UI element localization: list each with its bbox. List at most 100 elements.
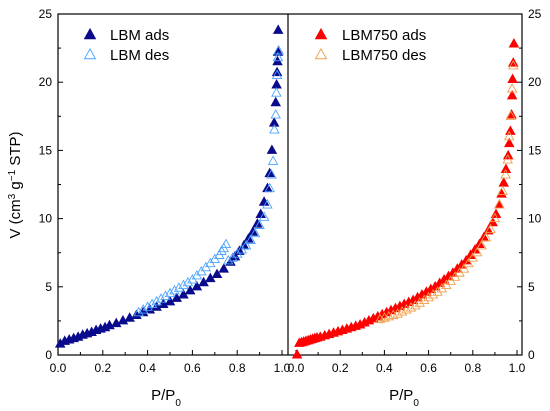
- point-lbm750-0-43: [460, 254, 472, 265]
- point-lbm-1-24: [205, 257, 216, 268]
- x-tick-label-p0-0: 0.0: [50, 361, 67, 375]
- legend-marker-lbm750-des: [314, 47, 328, 60]
- point-lbm750-1-9: [485, 223, 496, 234]
- point-lbm-0-15: [131, 309, 142, 319]
- legend-left: LBM ads LBM des: [83, 27, 169, 64]
- point-lbm-1-31: [173, 282, 185, 292]
- legend-right: LBM750 ads LBM750 des: [314, 27, 426, 64]
- point-lbm750-1-7: [494, 199, 505, 209]
- y-tick-label-right-2: 10: [528, 212, 542, 226]
- y-tick-label-left-5: 25: [39, 7, 53, 21]
- point-lbm750-1-27: [405, 301, 417, 312]
- point-lbm-1-18: [222, 254, 234, 265]
- point-lbm-1-22: [214, 249, 225, 259]
- point-lbm750-1-34: [374, 313, 386, 324]
- x-tick-label-p1-3: 0.6: [420, 361, 437, 375]
- point-lbm-1-33: [164, 287, 176, 298]
- plot-frame: [57, 13, 523, 356]
- x-axis-label-left: P/P0: [151, 387, 181, 409]
- y-tick-label-right-4: 20: [528, 75, 542, 89]
- point-lbm750-1-6: [497, 185, 508, 195]
- x-tick-label-p0-2: 0.4: [139, 361, 156, 375]
- point-lbm750-1-21: [432, 286, 443, 296]
- y-tick-label-right-3: 15: [528, 143, 542, 157]
- y-tick-label-right-5: 25: [528, 7, 542, 21]
- point-lbm-0-30: [229, 250, 241, 261]
- point-lbm-1-39: [137, 304, 149, 314]
- point-lbm750-1-20: [436, 282, 448, 293]
- point-lbm750-1-2: [505, 110, 517, 120]
- point-lbm-1-35: [155, 293, 167, 303]
- y-axis-label: V (cm3 g−1 STP): [7, 132, 25, 239]
- point-lbm-1-29: [182, 276, 194, 287]
- point-lbm750-1-14: [463, 257, 474, 268]
- point-lbm750-1-3: [504, 130, 515, 141]
- point-lbm-1-17: [227, 252, 238, 262]
- point-lbm750-1-23: [423, 291, 434, 302]
- point-lbm-1-19: [220, 238, 232, 249]
- point-lbm-1-10: [258, 211, 270, 221]
- point-lbm-1-7: [266, 169, 277, 179]
- point-lbm750-1-8: [489, 212, 501, 223]
- point-lbm-1-37: [146, 298, 158, 309]
- y-tick-label-right-0: 0: [528, 348, 535, 362]
- legend-label-lbm-des: LBM des: [110, 47, 169, 64]
- point-lbm-1-38: [142, 301, 153, 311]
- point-lbm750-0-54: [500, 163, 512, 174]
- legend-label-lbm-ads: LBM ads: [110, 27, 169, 44]
- point-lbm-0-34: [247, 226, 259, 236]
- point-lbm-0-43: [271, 78, 282, 89]
- point-lbm-0-14: [124, 312, 135, 322]
- point-lbm750-1-15: [458, 263, 470, 273]
- x-tick-label-p1-0: 0.0: [288, 361, 305, 375]
- series-lbm750-1: [374, 59, 519, 324]
- point-lbm-1-36: [151, 295, 162, 306]
- x-tick-label-p0-5: 1.0: [274, 361, 291, 375]
- point-lbm-1-12: [249, 227, 261, 238]
- point-lbm750-0-44: [465, 249, 476, 259]
- point-lbm-1-1: [272, 51, 284, 62]
- point-lbm-1-2: [271, 69, 283, 79]
- series-lbm750-0: [291, 38, 520, 359]
- x-tick-label-p0-3: 0.6: [184, 361, 201, 375]
- point-lbm-0-28: [218, 263, 230, 273]
- point-lbm750-1-26: [410, 299, 421, 310]
- series-lbm-1: [133, 44, 284, 317]
- point-lbm750-0-62: [508, 38, 520, 48]
- point-lbm750-1-30: [392, 308, 403, 318]
- point-lbm-0-19: [158, 298, 169, 309]
- point-lbm750-1-12: [471, 246, 483, 257]
- y-tick-label-left-0: 0: [45, 348, 52, 362]
- point-lbm-0-18: [151, 301, 162, 311]
- x-axis-label-right: P/P0: [389, 387, 419, 409]
- point-lbm-1-20: [218, 242, 230, 253]
- point-lbm-0-27: [211, 268, 223, 279]
- point-lbm-0-47: [272, 24, 284, 34]
- point-lbm-1-5: [269, 123, 280, 134]
- point-lbm750-1-16: [454, 267, 465, 277]
- point-lbm-0-35: [252, 218, 263, 228]
- y-tick-label-left-1: 5: [45, 280, 52, 294]
- legend-marker-lbm-des: [83, 47, 97, 60]
- point-lbm-1-16: [231, 248, 243, 258]
- point-lbm750-1-13: [467, 252, 479, 262]
- point-lbm-0-40: [266, 144, 278, 154]
- x-tick-label-p1-5: 1.0: [509, 361, 526, 375]
- point-lbm-1-34: [160, 290, 171, 300]
- point-lbm-1-32: [169, 284, 180, 295]
- point-lbm-1-11: [254, 219, 265, 229]
- x-tick-label-p1-2: 0.4: [376, 361, 393, 375]
- point-lbm-1-3: [271, 87, 282, 97]
- point-lbm-0-36: [255, 208, 266, 219]
- tick-labels: 0.0 0.2 0.4 0.6 0.8 1.00.0 0.2 0.4 0.6 0.8 1.00 05 5…: [39, 7, 542, 375]
- point-lbm750-0-53: [498, 177, 510, 187]
- y-tick-label-left-2: 10: [39, 212, 53, 226]
- point-lbm-1-8: [264, 182, 275, 193]
- axis-ticks: [57, 13, 522, 356]
- point-lbm750-0-51: [494, 199, 505, 209]
- point-lbm750-1-24: [418, 294, 430, 304]
- x-tick-label-p1-1: 0.2: [332, 361, 349, 375]
- point-lbm-0-17: [144, 304, 156, 314]
- legend-label-lbm750-des: LBM750 des: [342, 47, 426, 64]
